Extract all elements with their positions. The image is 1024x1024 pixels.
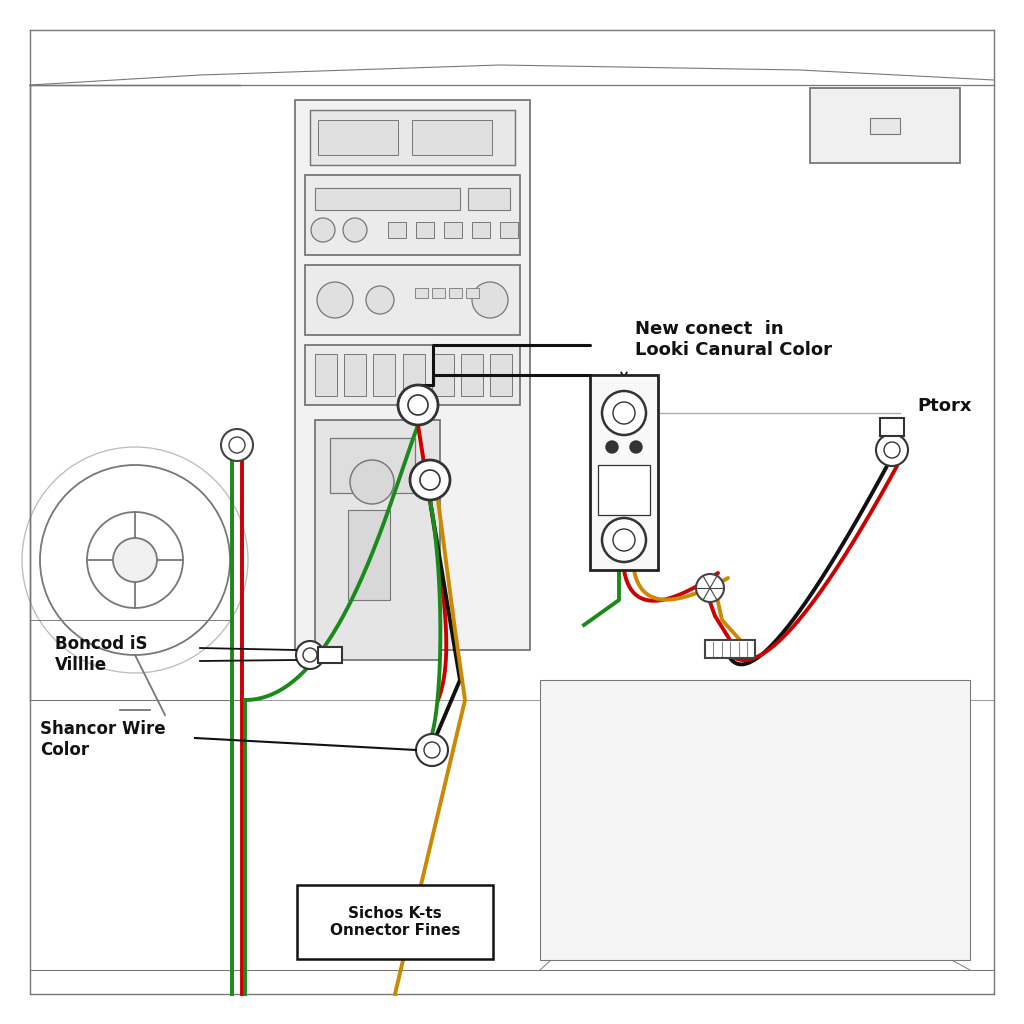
Bar — [305, 345, 520, 406]
Bar — [412, 120, 492, 155]
Bar — [598, 465, 650, 515]
Bar — [472, 222, 490, 238]
Circle shape — [606, 441, 618, 453]
FancyBboxPatch shape — [297, 885, 493, 959]
Circle shape — [613, 402, 635, 424]
Bar — [810, 88, 961, 163]
Text: Shancor Wire
Color: Shancor Wire Color — [40, 720, 166, 759]
Circle shape — [398, 385, 438, 425]
Circle shape — [613, 529, 635, 551]
Circle shape — [408, 395, 428, 415]
Text: Ptorx: Ptorx — [918, 397, 972, 415]
Bar — [880, 418, 904, 436]
Bar — [540, 680, 970, 961]
Circle shape — [221, 429, 253, 461]
Text: Boncod iS
Villlie: Boncod iS Villlie — [55, 635, 147, 674]
Bar — [310, 110, 515, 165]
Bar — [330, 438, 415, 493]
Bar — [432, 354, 454, 396]
Circle shape — [113, 538, 157, 582]
Bar — [305, 265, 520, 335]
Bar — [461, 354, 483, 396]
Bar — [449, 288, 462, 298]
Circle shape — [311, 218, 335, 242]
Bar — [374, 354, 395, 396]
Circle shape — [296, 641, 324, 669]
Bar — [416, 222, 434, 238]
Circle shape — [350, 460, 394, 504]
Bar — [315, 420, 440, 660]
Bar — [415, 288, 428, 298]
Text: Sichos K-ts
Onnector Fines: Sichos K-ts Onnector Fines — [330, 906, 460, 938]
Circle shape — [229, 437, 245, 453]
Circle shape — [416, 734, 449, 766]
Circle shape — [303, 648, 317, 662]
Circle shape — [343, 218, 367, 242]
Bar — [295, 100, 530, 650]
Circle shape — [420, 470, 440, 490]
Bar — [315, 354, 337, 396]
Bar — [348, 510, 390, 600]
Circle shape — [602, 518, 646, 562]
Circle shape — [696, 574, 724, 602]
Bar — [590, 375, 658, 570]
Circle shape — [366, 286, 394, 314]
Bar — [468, 188, 510, 210]
Bar — [318, 120, 398, 155]
Bar — [466, 288, 479, 298]
Bar — [490, 354, 512, 396]
Bar — [318, 647, 342, 663]
Bar — [705, 640, 755, 658]
Circle shape — [884, 442, 900, 458]
Circle shape — [424, 742, 440, 758]
Bar — [388, 222, 406, 238]
Bar — [870, 118, 900, 134]
Circle shape — [317, 282, 353, 318]
Bar — [402, 354, 425, 396]
Bar — [500, 222, 518, 238]
Circle shape — [472, 282, 508, 318]
Text: New conect  in
Looki Canural Color: New conect in Looki Canural Color — [635, 319, 831, 358]
Circle shape — [876, 434, 908, 466]
Circle shape — [630, 441, 642, 453]
Bar — [344, 354, 367, 396]
Bar — [444, 222, 462, 238]
Bar — [305, 175, 520, 255]
Circle shape — [410, 460, 450, 500]
Bar — [432, 288, 445, 298]
Circle shape — [602, 391, 646, 435]
Bar — [315, 188, 460, 210]
